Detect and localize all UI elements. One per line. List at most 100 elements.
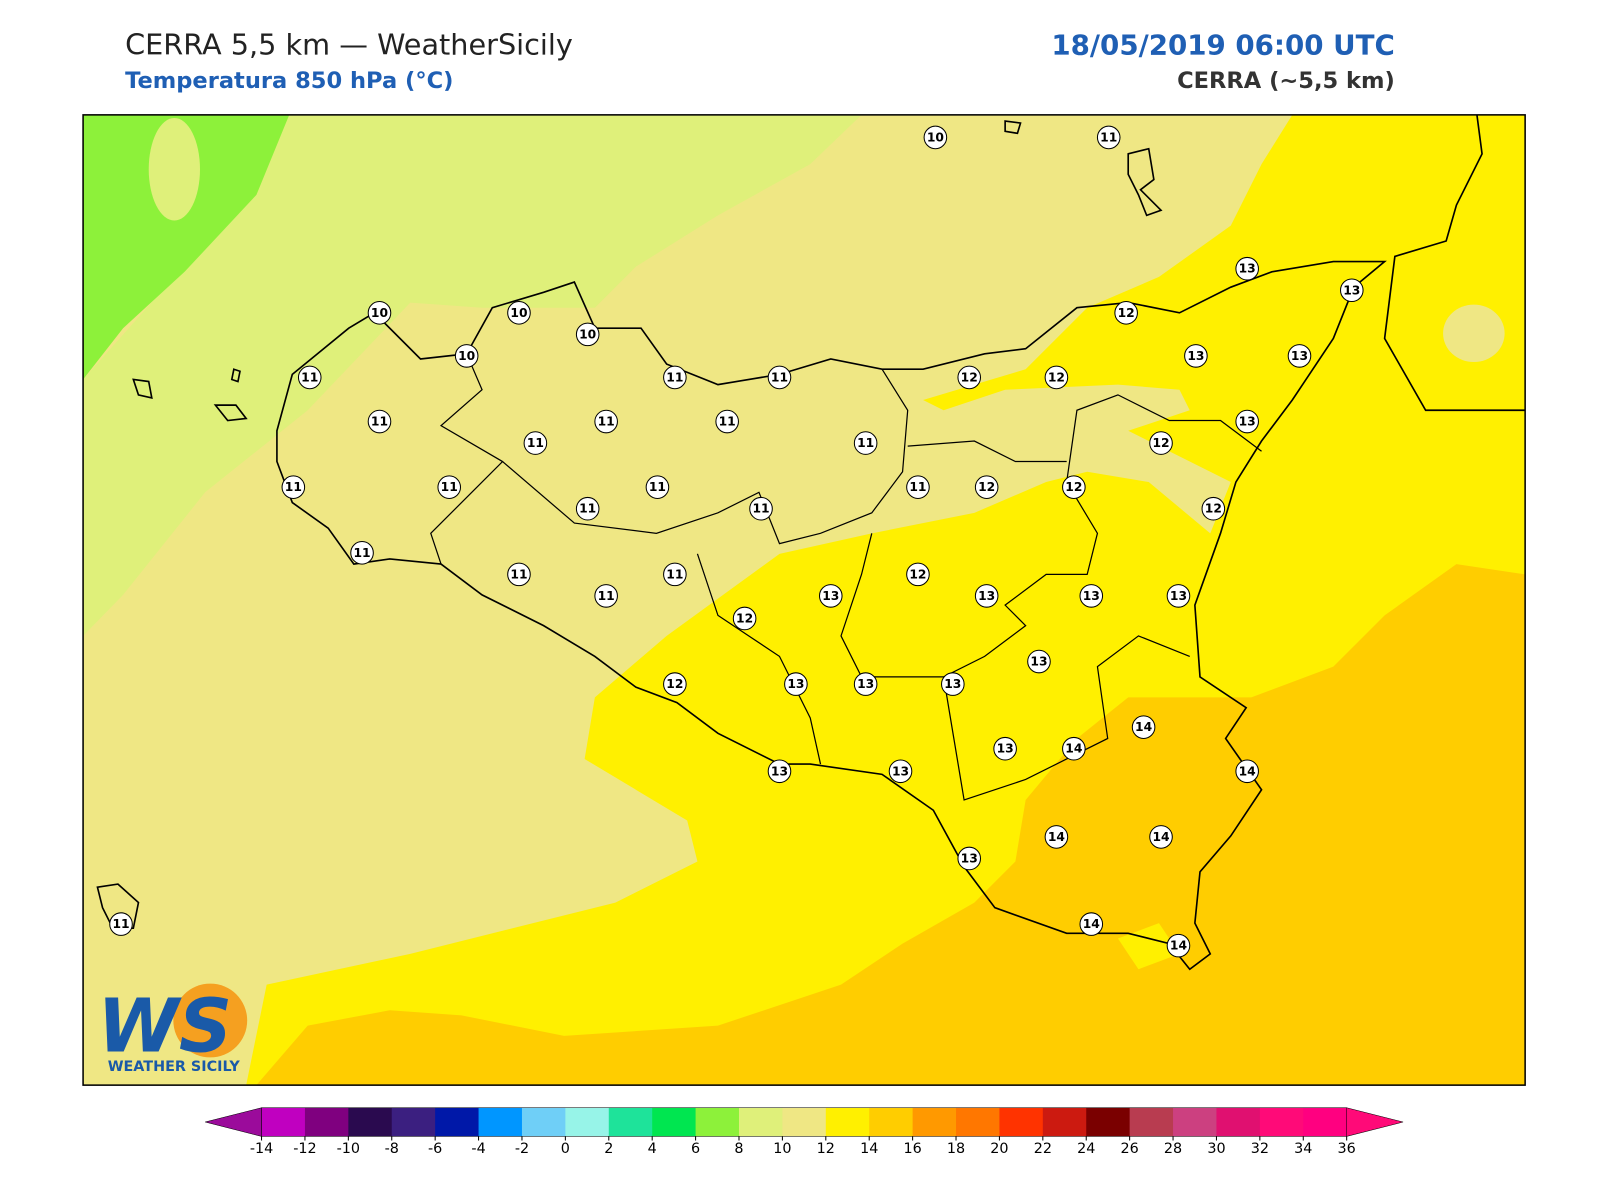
station-marker: [109, 912, 133, 936]
colorbar-segment: [1216, 1107, 1261, 1137]
colorbar-tick-label: 24: [1077, 1141, 1095, 1157]
station-value: 13: [1030, 655, 1047, 669]
station-marker: [1235, 409, 1259, 434]
station-marker: [941, 672, 965, 696]
station-marker: [1166, 584, 1191, 608]
colorbar-tick-label: 8: [734, 1141, 743, 1157]
field-8-10: [148, 117, 200, 221]
station-marker: [732, 606, 757, 631]
colorbar-tick-label: -6: [428, 1141, 442, 1157]
colorbar-segment: [1129, 1107, 1174, 1137]
colorbar-tick-label: 16: [903, 1141, 921, 1157]
station-marker: [281, 475, 306, 499]
station-marker: [853, 672, 878, 696]
colorbar-segment: [1086, 1107, 1131, 1137]
station-value: 11: [579, 502, 596, 516]
station-value: 13: [1343, 283, 1360, 297]
colorbar-tick-label: -10: [337, 1141, 360, 1157]
sicily-coast: [276, 260, 1387, 971]
colorbar-segment: [261, 1107, 306, 1137]
station-marker: [906, 475, 930, 499]
station-marker: [507, 301, 531, 325]
colorbar-tick-label: 10: [773, 1141, 791, 1157]
station-value: 14: [1065, 742, 1082, 756]
station-marker: [297, 365, 322, 390]
station-value: 13: [1083, 589, 1100, 603]
colorbar-tick-label: -12: [293, 1141, 316, 1157]
station-marker: [645, 475, 670, 499]
colorbar-segment: [782, 1107, 827, 1137]
colorbar-segment: [1303, 1107, 1348, 1137]
calabria-coast: [1383, 114, 1526, 412]
station-marker: [1114, 301, 1138, 325]
station-marker: [993, 736, 1017, 761]
station-value: 11: [752, 502, 769, 516]
station-value: 13: [892, 764, 909, 778]
station-value: 11: [527, 436, 544, 450]
station-marker: [767, 759, 792, 784]
station-value: 11: [510, 567, 527, 581]
station-value: 11: [909, 480, 926, 494]
station-marker: [1027, 649, 1051, 674]
logo-caption: WEATHER SICILY: [108, 1059, 241, 1075]
colorbar-segment: [478, 1107, 523, 1137]
station-marker: [663, 562, 687, 587]
station-marker: [367, 409, 392, 434]
colorbar-tick-label: 0: [561, 1141, 570, 1157]
station-marker: [888, 759, 913, 784]
colorbar-segment: [695, 1107, 740, 1137]
colorbar-tick-label: 2: [604, 1141, 613, 1157]
colorbar-segment: [1173, 1107, 1217, 1137]
colorbar-tick-label: 6: [691, 1141, 700, 1157]
colorbar-segment: [521, 1107, 566, 1137]
station-value: 11: [1100, 130, 1117, 144]
station-value: 12: [1152, 436, 1169, 450]
station-value: 10: [579, 327, 596, 341]
station-marker: [1062, 475, 1086, 499]
station-value: 11: [857, 436, 874, 450]
station-marker: [507, 562, 531, 587]
logo: WS WEATHER SICILY: [97, 983, 248, 1075]
station-marker: [1235, 759, 1259, 784]
colorbar-tick-label: 30: [1207, 1141, 1225, 1157]
station-marker: [594, 409, 618, 434]
station-value: 13: [1170, 589, 1187, 603]
station-value: 10: [458, 349, 475, 363]
coastline: [96, 114, 1526, 971]
station-value: 11: [666, 370, 683, 384]
station-marker: [974, 475, 999, 499]
station-value: 11: [285, 480, 302, 494]
station-value: 13: [822, 589, 839, 603]
province-borders: [430, 353, 1262, 801]
colorbar-tick-label: -2: [515, 1141, 529, 1157]
colorbar-segment: [652, 1107, 697, 1137]
colorbar-segment: [304, 1107, 349, 1137]
station-value: 13: [1239, 415, 1256, 429]
colorbar-tick-label: 26: [1121, 1141, 1139, 1157]
colorbar-tick-label: 34: [1294, 1141, 1312, 1157]
station-value: 12: [1205, 502, 1222, 516]
colorbar-segment: [1259, 1107, 1304, 1137]
title: CERRA 5,5 km — WeatherSicily: [125, 27, 573, 61]
station-marker: [853, 431, 878, 455]
station-marker: [1079, 912, 1104, 936]
station-marker: [749, 496, 773, 521]
subtitle: Temperatura 850 hPa (°C): [125, 68, 453, 94]
station-marker: [906, 562, 930, 587]
station-marker: [1096, 125, 1121, 150]
station-marker: [575, 322, 600, 347]
colorbar-tick-label: 20: [990, 1141, 1008, 1157]
station-value: 13: [961, 851, 978, 865]
colorbar-over: [1346, 1107, 1404, 1137]
station-marker: [1235, 256, 1259, 281]
colorbar-segment: [999, 1107, 1044, 1137]
station-value: 13: [1239, 262, 1256, 276]
colorbar-segment: [869, 1107, 914, 1137]
station-value: 13: [1187, 349, 1204, 363]
colorbar-tick-label: 32: [1251, 1141, 1269, 1157]
station-value: 12: [909, 567, 926, 581]
station-marker: [1149, 825, 1173, 849]
field-10-12: [1443, 304, 1505, 363]
station-marker: [594, 584, 618, 608]
